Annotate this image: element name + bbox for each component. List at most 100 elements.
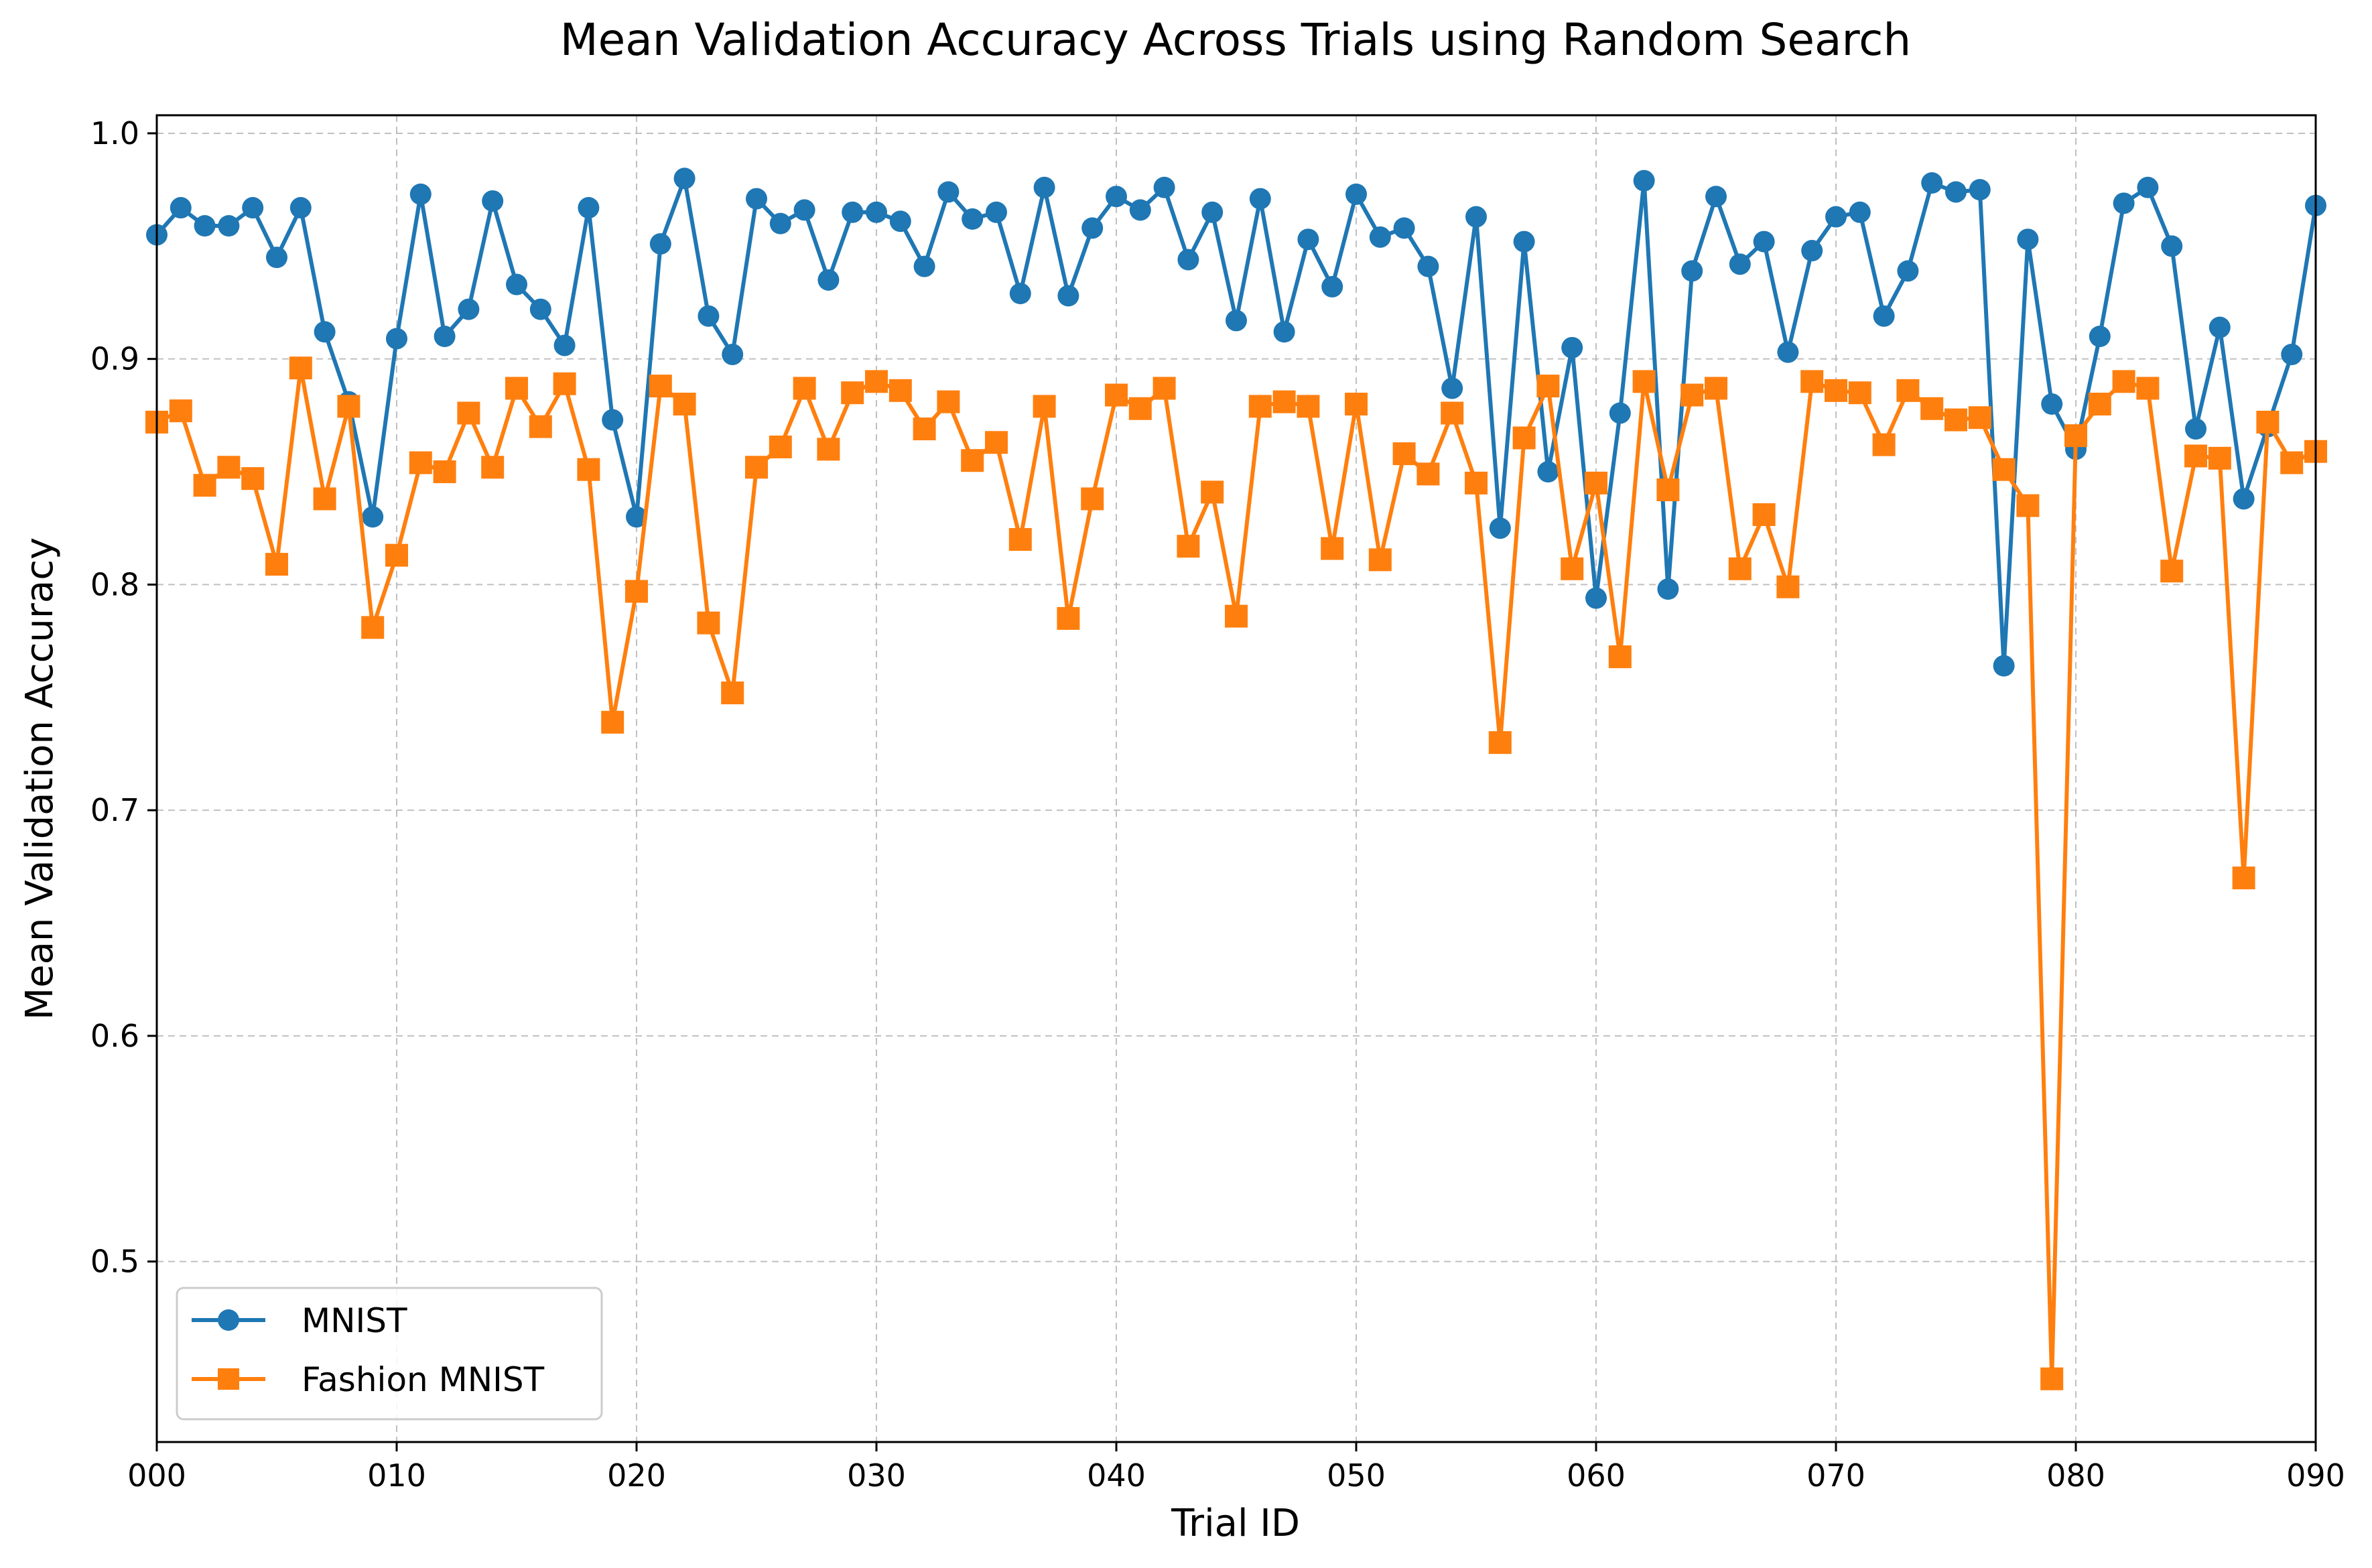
- data-point-fashion-mnist: [2040, 1367, 2064, 1390]
- data-point-fashion-mnist: [1081, 487, 1104, 511]
- data-point-mnist: [2209, 316, 2231, 338]
- data-point-fashion-mnist: [1392, 442, 1416, 466]
- data-point-mnist: [578, 197, 600, 219]
- data-point-fashion-mnist: [1536, 375, 1560, 398]
- data-point-mnist: [2233, 488, 2255, 510]
- x-tick-label: 050: [1327, 1457, 1386, 1494]
- data-point-fashion-mnist: [481, 456, 505, 479]
- data-point-mnist: [962, 208, 984, 230]
- data-point-mnist: [1033, 176, 1055, 198]
- data-point-mnist: [1153, 176, 1175, 198]
- data-point-mnist: [1226, 310, 1247, 332]
- data-point-mnist: [1249, 188, 1271, 210]
- data-point-fashion-mnist: [1968, 406, 1991, 430]
- data-point-fashion-mnist: [937, 390, 960, 413]
- y-tick-label: 1.0: [90, 115, 139, 151]
- data-point-fashion-mnist: [505, 377, 528, 400]
- data-point-fashion-mnist: [193, 474, 216, 497]
- data-point-mnist: [2041, 393, 2063, 415]
- data-point-mnist: [1129, 199, 1151, 221]
- data-point-fashion-mnist: [793, 377, 816, 400]
- data-point-fashion-mnist: [769, 436, 792, 458]
- data-point-fashion-mnist: [2016, 494, 2040, 517]
- data-point-mnist: [1609, 402, 1631, 424]
- data-point-mnist: [1369, 226, 1391, 248]
- data-point-mnist: [1825, 206, 1847, 228]
- data-point-fashion-mnist: [1632, 370, 1656, 393]
- data-point-fashion-mnist: [601, 710, 624, 734]
- data-point-fashion-mnist: [2184, 444, 2207, 468]
- data-point-mnist: [722, 343, 744, 365]
- data-point-mnist: [1753, 231, 1775, 253]
- y-tick-label: 0.7: [90, 792, 139, 828]
- data-point-fashion-mnist: [1656, 478, 1680, 501]
- data-point-mnist: [1969, 179, 1991, 201]
- data-point-mnist: [242, 197, 264, 219]
- data-point-mnist: [1945, 181, 1967, 203]
- data-point-mnist: [1921, 172, 1943, 194]
- data-point-mnist: [1993, 655, 2015, 677]
- data-point-fashion-mnist: [2232, 866, 2255, 890]
- data-point-fashion-mnist: [1992, 458, 2016, 481]
- data-point-fashion-mnist: [745, 456, 768, 479]
- data-point-mnist: [913, 255, 935, 277]
- data-point-fashion-mnist: [1057, 606, 1080, 630]
- data-point-mnist: [1657, 578, 1679, 600]
- data-point-fashion-mnist: [673, 393, 696, 416]
- x-tick-label: 030: [847, 1457, 906, 1494]
- data-point-fashion-mnist: [1272, 390, 1296, 413]
- data-point-fashion-mnist: [649, 375, 672, 398]
- data-point-fashion-mnist: [385, 543, 408, 567]
- data-point-mnist: [553, 334, 576, 356]
- x-tick-label: 070: [1806, 1457, 1865, 1494]
- data-point-fashion-mnist: [1776, 575, 1800, 598]
- data-point-fashion-mnist: [1368, 548, 1392, 572]
- data-point-fashion-mnist: [888, 379, 912, 402]
- data-point-mnist: [1321, 275, 1343, 298]
- data-point-fashion-mnist: [1800, 370, 1824, 393]
- data-point-fashion-mnist: [1297, 395, 1320, 418]
- data-point-fashion-mnist: [169, 399, 192, 423]
- data-point-fashion-mnist: [841, 381, 864, 405]
- data-point-mnist: [1489, 517, 1511, 539]
- series-layer: [145, 168, 2327, 1390]
- data-point-mnist: [793, 199, 815, 221]
- data-point-fashion-mnist: [1321, 537, 1344, 560]
- data-point-mnist: [1345, 183, 1367, 205]
- x-axis-label: Trial ID: [1171, 1502, 1300, 1545]
- chart-title: Mean Validation Accuracy Across Trials u…: [560, 14, 1912, 66]
- legend-label-fashion-mnist: Fashion MNIST: [302, 1360, 545, 1399]
- data-point-mnist: [673, 168, 696, 190]
- data-point-mnist: [1441, 377, 1463, 399]
- data-point-mnist: [1417, 255, 1439, 277]
- data-point-mnist: [1729, 253, 1751, 275]
- data-point-mnist: [2089, 326, 2111, 347]
- data-point-fashion-mnist: [2136, 377, 2160, 400]
- data-point-fashion-mnist: [313, 487, 336, 511]
- x-tick-label: 040: [1087, 1457, 1146, 1494]
- data-point-fashion-mnist: [1177, 535, 1200, 558]
- data-point-mnist: [1585, 587, 1607, 609]
- data-point-fashion-mnist: [289, 356, 312, 380]
- data-point-mnist: [1273, 321, 1295, 343]
- data-point-mnist: [2281, 343, 2303, 365]
- data-point-fashion-mnist: [577, 458, 600, 481]
- data-point-fashion-mnist: [1825, 379, 1847, 402]
- data-point-mnist: [458, 298, 480, 320]
- data-point-fashion-mnist: [2160, 560, 2184, 583]
- legend-box: [176, 1287, 603, 1421]
- y-tick-label: 0.6: [90, 1018, 139, 1054]
- data-point-mnist: [1873, 305, 1895, 327]
- data-point-mnist: [529, 298, 551, 320]
- data-point-mnist: [626, 506, 647, 528]
- data-point-fashion-mnist: [1752, 503, 1776, 527]
- data-point-fashion-mnist: [2280, 451, 2304, 474]
- data-point-mnist: [1513, 231, 1535, 253]
- data-point-fashion-mnist: [1201, 480, 1224, 504]
- data-point-fashion-mnist: [1441, 401, 1464, 425]
- data-point-mnist: [1633, 170, 1655, 192]
- data-point-mnist: [1106, 186, 1127, 208]
- data-point-fashion-mnist: [2064, 424, 2087, 448]
- data-point-mnist: [2017, 228, 2039, 251]
- data-point-fashion-mnist: [1008, 528, 1032, 551]
